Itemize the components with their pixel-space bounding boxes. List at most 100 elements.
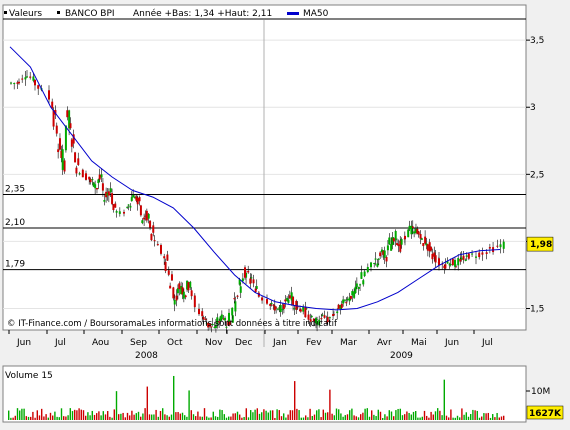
volume-bar <box>487 412 489 420</box>
candle-up <box>413 231 416 234</box>
volume-bar <box>118 414 120 420</box>
candle-up <box>457 258 460 266</box>
candle-up <box>94 184 97 189</box>
volume-bar <box>52 415 54 420</box>
x-month-label: Avr <box>377 338 392 348</box>
volume-bar <box>223 414 225 420</box>
candle-up <box>24 77 27 80</box>
volume-bar <box>71 411 74 420</box>
candle-down <box>340 303 343 308</box>
candle-down <box>51 101 54 109</box>
candle-up <box>126 206 129 208</box>
volume-bar <box>366 408 368 420</box>
volume-bar <box>25 416 27 420</box>
candle-up <box>446 261 449 264</box>
candle-down <box>101 183 104 191</box>
candle-up <box>220 314 223 320</box>
candle-down <box>307 314 310 320</box>
candle-down <box>88 176 91 180</box>
x-month-label: Sep <box>130 338 147 348</box>
volume-bar <box>164 414 166 420</box>
candle-down <box>29 76 32 78</box>
candle-down <box>144 215 147 217</box>
volume-bar <box>408 412 410 420</box>
candle-up <box>471 253 474 255</box>
candle-up <box>336 311 339 314</box>
volume-bar <box>12 417 14 420</box>
volume-bar <box>302 417 305 420</box>
candle-down <box>202 317 205 320</box>
volume-bar <box>85 415 87 420</box>
volume-bar <box>225 417 228 420</box>
candle-up <box>225 326 228 328</box>
candle-up <box>216 317 219 325</box>
candle-up <box>219 316 222 321</box>
candle-up <box>420 238 423 240</box>
candle-up <box>502 241 505 249</box>
candle-down <box>273 305 276 311</box>
volume-bar <box>406 411 408 420</box>
volume-bar <box>34 417 36 420</box>
candle-up <box>231 307 234 316</box>
last-volume-value: 1627K <box>529 409 562 419</box>
candle-down <box>233 298 236 300</box>
volume-bar <box>331 413 333 420</box>
candle-down <box>164 261 167 272</box>
volume-bar <box>87 412 89 420</box>
volume-bar <box>43 416 45 420</box>
legend-name-swatch <box>57 11 60 14</box>
legend-ma50-label: MA50 <box>303 9 329 19</box>
volume-bar <box>410 414 412 420</box>
candle-down <box>172 287 175 299</box>
volume-bar <box>239 414 241 420</box>
volume-bar <box>329 389 331 420</box>
volume-bar <box>311 415 313 420</box>
candle-up <box>64 125 67 151</box>
candle-up <box>241 278 244 282</box>
volume-bar <box>74 409 76 420</box>
candle-up <box>109 188 112 193</box>
candle-up <box>173 300 176 305</box>
volume-bar <box>181 412 184 420</box>
volume-bar <box>340 413 342 420</box>
candle-up <box>238 279 241 285</box>
volume-bar <box>56 416 58 420</box>
candle-down <box>433 252 436 257</box>
candle-down <box>312 318 315 322</box>
volume-bar <box>296 408 298 420</box>
candle-up <box>363 271 366 277</box>
volume-bar <box>65 416 67 420</box>
volume-bar <box>179 413 181 420</box>
candle-up <box>61 149 64 170</box>
candle-up <box>302 306 305 312</box>
candle-down <box>337 304 340 309</box>
candle-down <box>18 81 20 84</box>
reference-line-label: 2,35 <box>5 184 25 194</box>
volume-bar <box>278 410 280 420</box>
volume-bar <box>344 415 346 420</box>
volume-bar <box>102 411 104 420</box>
candle-down <box>107 191 110 196</box>
candle-up <box>234 301 237 312</box>
candle-up <box>13 83 16 85</box>
volume-bar <box>41 408 43 420</box>
candle-up <box>147 213 150 219</box>
volume-bar <box>417 417 419 420</box>
candle-down <box>54 109 57 115</box>
candle-down <box>385 256 388 262</box>
x-month-label: Aou <box>92 338 109 348</box>
volume-bar <box>142 413 144 420</box>
candle-up <box>305 308 308 310</box>
volume-bar <box>214 416 217 420</box>
volume-bar <box>111 417 113 420</box>
chart-gridlines <box>3 20 526 347</box>
volume-bar <box>107 411 109 420</box>
x-month-label: Mar <box>340 338 357 348</box>
candle-up <box>127 204 130 206</box>
volume-bar <box>261 412 263 420</box>
volume-bar <box>445 415 448 420</box>
legend-ma50-swatch <box>287 12 299 15</box>
candle-up <box>464 259 467 261</box>
candle-down <box>136 198 139 205</box>
candle-up <box>318 319 321 326</box>
